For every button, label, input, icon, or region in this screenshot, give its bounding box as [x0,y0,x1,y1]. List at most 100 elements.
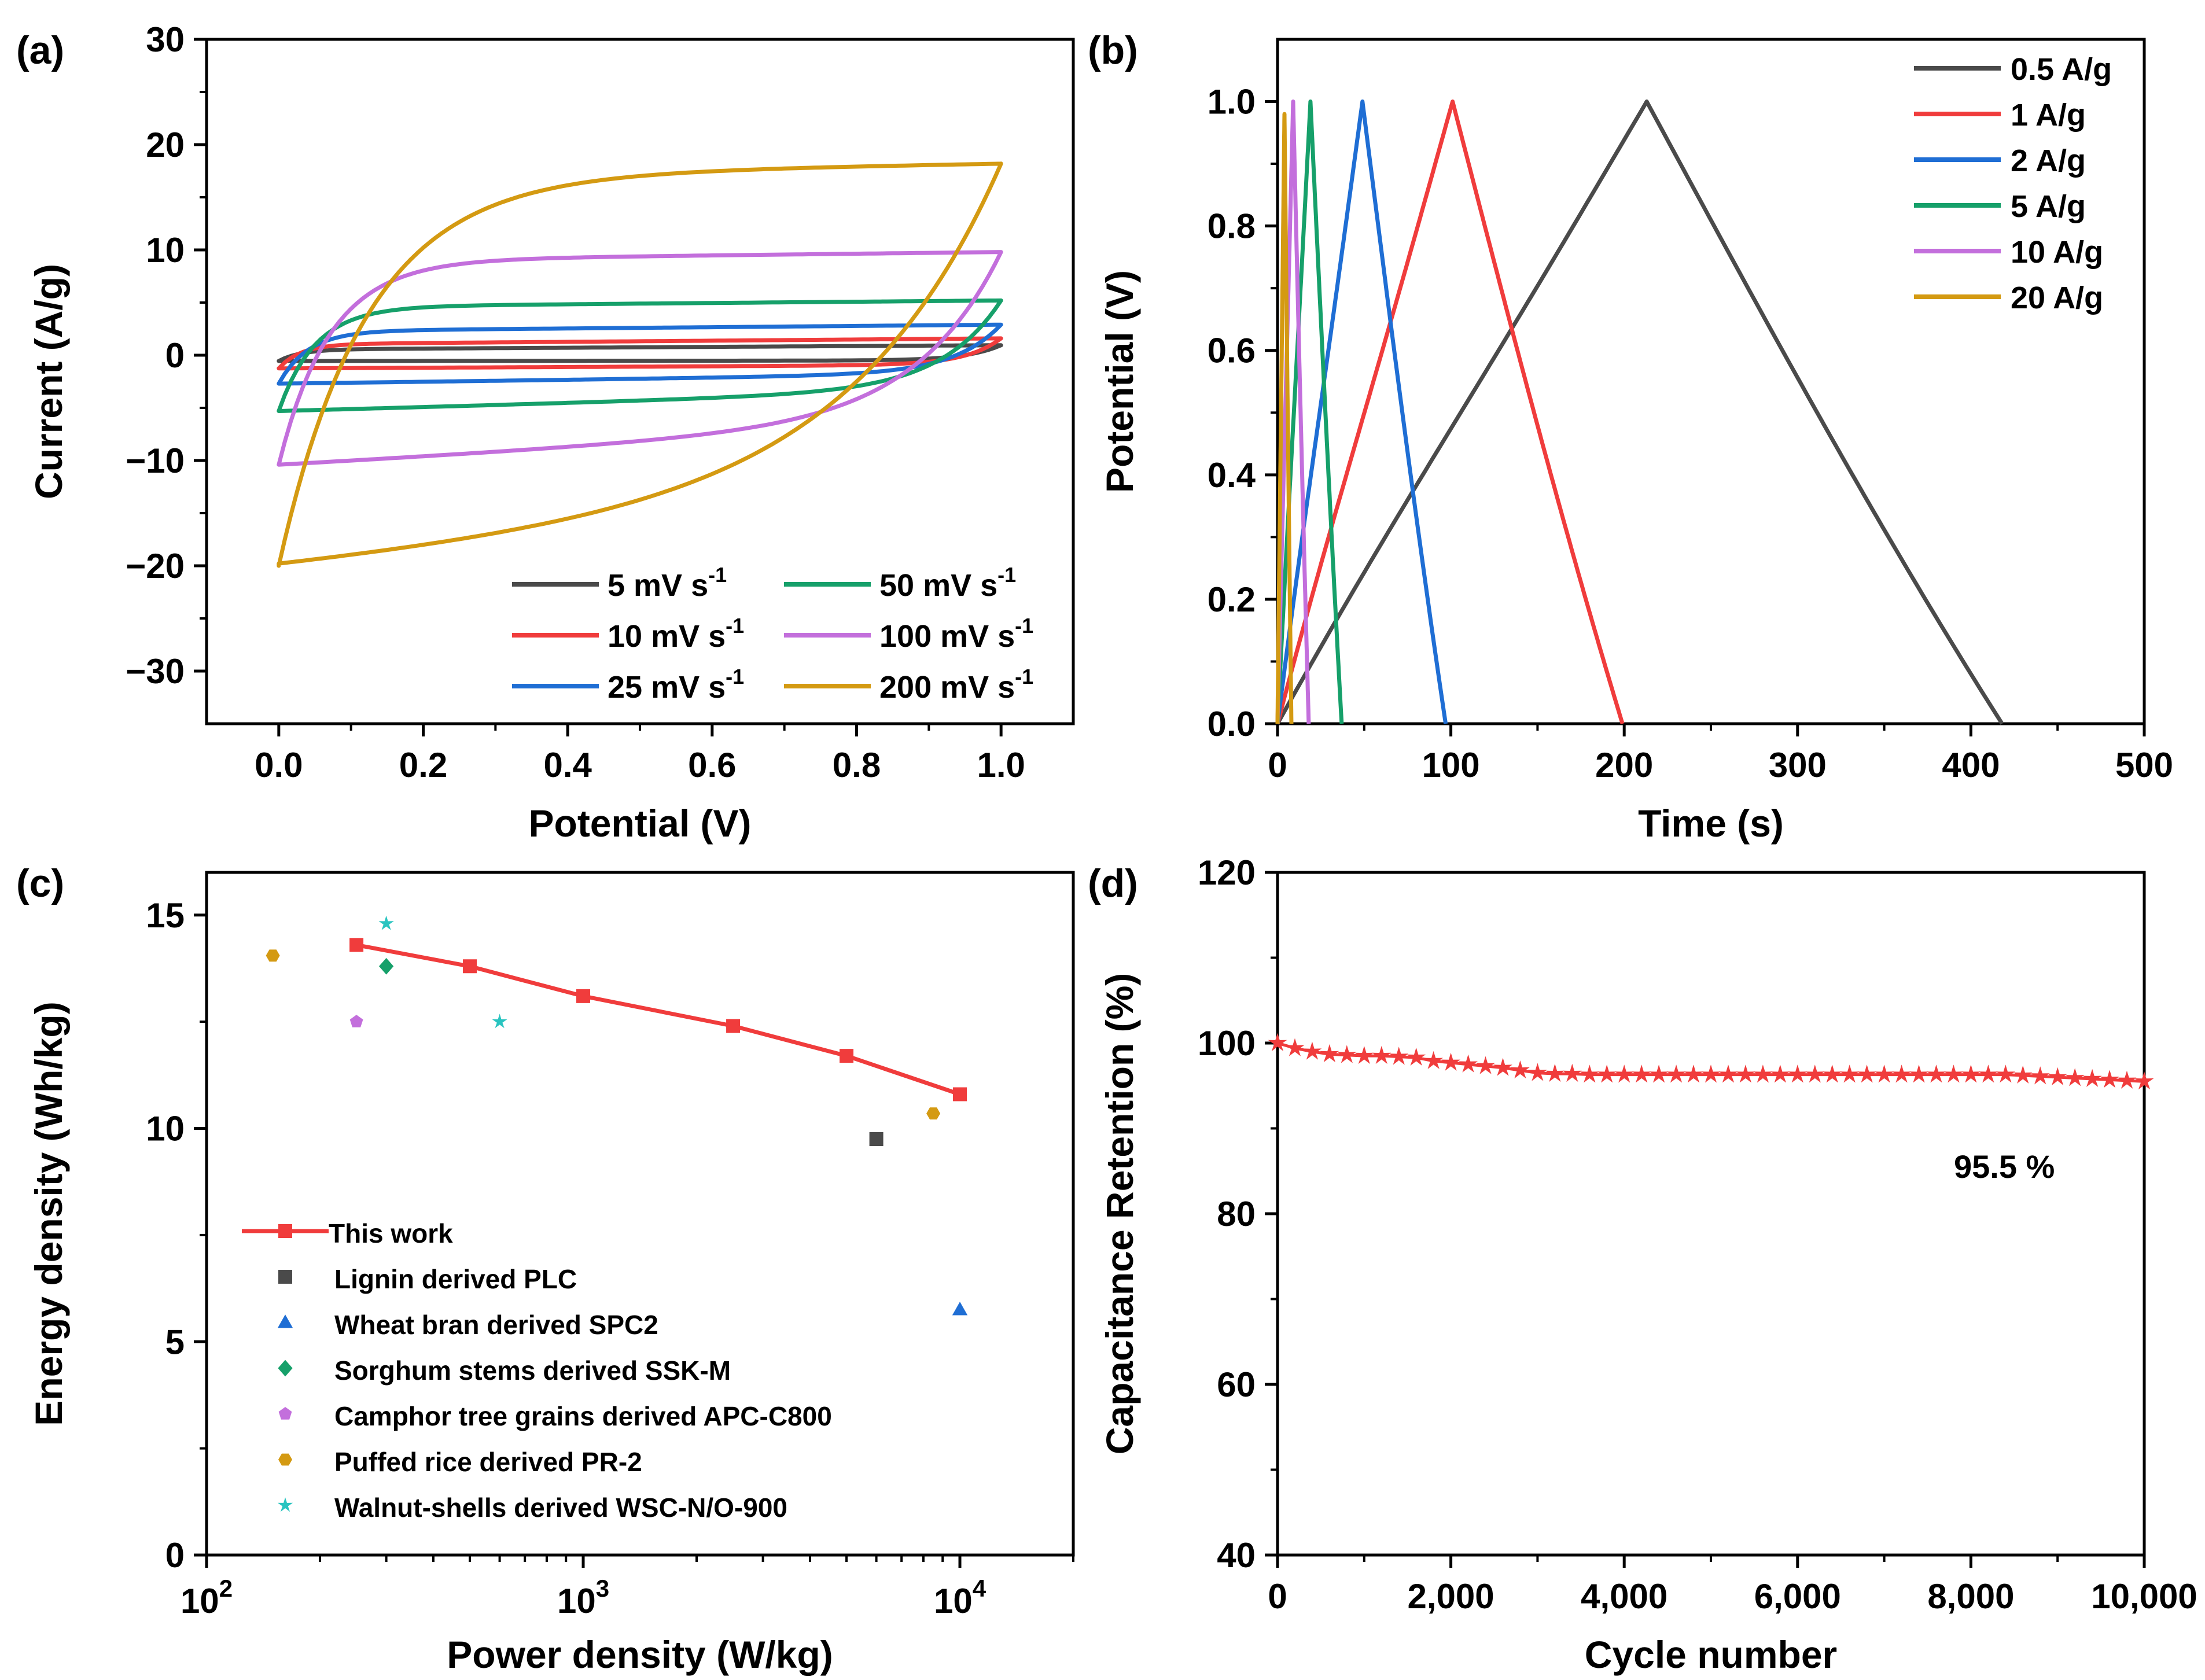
legend-label: Lignin derived PLC [334,1264,577,1294]
legend-swatch [278,1360,293,1377]
legend-label: This work [329,1218,453,1248]
x-tick-label: 6,000 [1754,1577,1841,1616]
chart-b: 0 100 200 300 400 500 0.0 0.2 0.4 0.6 0.8 1.0 Time (… [1088,28,2173,845]
data-point [463,959,477,974]
legend-label: 20 A/g [2011,281,2103,315]
x-tick-label: 500 [2115,746,2173,784]
y-tick-label: 10 [146,231,185,270]
series-line-10-mV-s [277,336,1003,371]
series-line-0-5-A-g [1275,100,2004,725]
legend-label: Walnut-shells derived WSC-N/O-900 [334,1493,787,1523]
data-point [349,938,364,952]
panel-label: (c) [16,861,64,905]
y-tick-label: 100 [1198,1024,1256,1063]
data-point [1875,1064,1894,1083]
x-tick-label: 10,000 [2091,1577,2197,1616]
series-Sorghum-stems-derived-SSK-M [379,957,394,975]
series-This-work [349,938,967,1101]
data-point [1649,1064,1669,1083]
legend-label: 10 A/g [2011,235,2103,270]
data-point [1511,1060,1530,1079]
legend-label: 100 mV s-1 [879,614,1033,654]
data-point [1788,1064,1808,1083]
legend-swatch [278,1224,292,1238]
y-tick-label: 0.4 [1208,456,1256,495]
data-point [1753,1064,1773,1083]
data-point [1909,1064,1928,1083]
y-tick-label: 0.6 [1208,331,1256,370]
data-point [1736,1064,1755,1083]
legend-label: 10 mV s-1 [608,614,744,654]
data-point [1580,1064,1599,1083]
data-point [492,1014,507,1029]
data-point [1476,1056,1495,1074]
legend-label: Camphor tree grains derived APC-C800 [334,1401,832,1431]
legend-label: 5 A/g [2011,189,2086,224]
data-point [576,989,591,1003]
data-point [1562,1063,1582,1082]
x-tick-label: 0.4 [543,746,592,784]
data-point [1944,1064,1963,1083]
data-point [1354,1045,1374,1064]
series-line-25-mV-s [277,322,1003,386]
y-tick-label: 5 [165,1322,185,1361]
x-tick-label: 400 [1942,746,2000,784]
data-point [869,1132,884,1146]
data-point [1892,1064,1911,1083]
data-point [1770,1064,1790,1083]
data-point [726,1019,741,1033]
panel-label: (b) [1088,28,1138,72]
x-axis-title: Power density (W/kg) [447,1633,833,1676]
legend-label: 25 mV s-1 [608,665,744,705]
x-axis-title: Time (s) [1638,802,1784,845]
data-point [2030,1066,2050,1085]
retention-annotation: 95.5 % [1954,1148,2055,1185]
data-point [2100,1070,2119,1088]
data-point [1389,1047,1409,1065]
x-tick-label: 102 [181,1575,233,1620]
legend-label: 1 A/g [2011,98,2086,132]
x-tick-label: 0.2 [399,746,447,784]
data-point [1424,1051,1443,1069]
legend-label: 2 A/g [2011,143,2086,178]
y-tick-label: 30 [146,20,185,59]
data-point [2013,1065,2033,1084]
data-point [1407,1047,1426,1066]
data-point [1979,1064,1998,1083]
series-line-100-mV-s [277,250,1003,467]
data-point [1805,1064,1825,1083]
series-line-200-mV-s [277,161,1003,568]
y-tick-label: 20 [146,126,185,164]
data-point [1285,1038,1305,1056]
legend-swatch [278,1270,292,1284]
series-line-1-A-g [1275,100,1625,725]
y-tick-label: 0 [165,336,185,375]
data-point [1823,1064,1842,1083]
chart-c: 102 103 104 0 5 10 15 Power density (W/kg) Energ… [16,861,1075,1676]
data-point [266,949,280,962]
data-point [1632,1064,1651,1083]
x-tick-label: 0.8 [833,746,881,784]
legend-label: 200 mV s-1 [879,665,1033,705]
y-tick-label: 10 [146,1110,185,1148]
x-tick-label: 200 [1595,746,1653,784]
series-line-5-mV-s [277,343,1003,363]
data-point [1441,1052,1460,1071]
data-point [1961,1064,1981,1083]
legend-swatch [277,1314,293,1328]
legend-label: Sorghum stems derived SSK-M [334,1355,731,1386]
x-axis-title: Cycle number [1585,1633,1837,1676]
y-tick-label: 1.0 [1208,83,1256,121]
data-point [840,1049,854,1063]
y-tick-label: 80 [1217,1195,1256,1233]
y-axis-title: Energy density (Wh/kg) [27,1001,70,1425]
data-point [378,915,394,930]
series-line-10-A-g [1275,100,1311,724]
data-point [1302,1041,1322,1060]
legend-label: Wheat bran derived SPC2 [334,1310,658,1340]
legend-label: 0.5 A/g [2011,52,2112,87]
data-point [1268,1033,1287,1051]
x-tick-label: 0.6 [688,746,736,784]
y-tick-label: −20 [126,547,185,585]
series-Camphor-tree-grains-derived-APC-C800 [349,1015,363,1027]
